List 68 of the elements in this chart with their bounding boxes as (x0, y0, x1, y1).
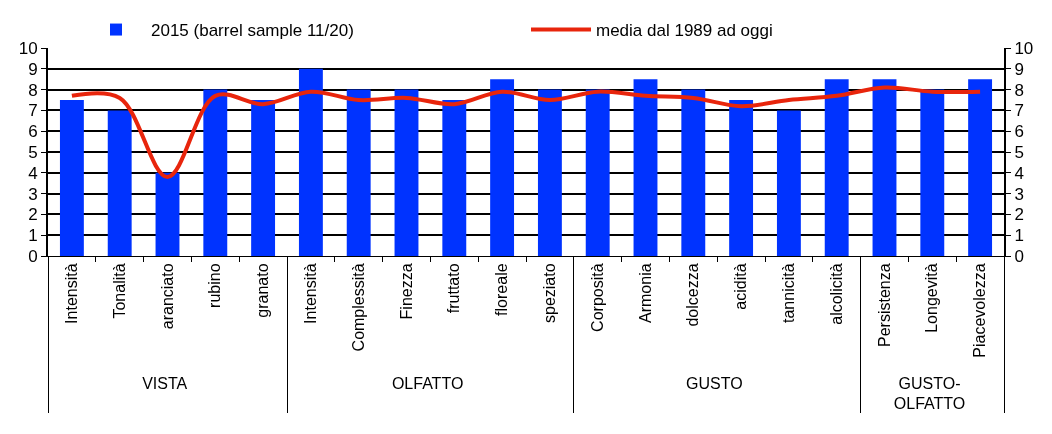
bar (346, 89, 371, 256)
y2-tick-label: 0 (1014, 246, 1024, 266)
bar (585, 89, 610, 256)
y2-tick-label: 2 (1014, 205, 1024, 225)
y-tick-label: 5 (28, 142, 38, 162)
legend-label: 2015 (barrel sample 11/20) (151, 21, 354, 41)
bar (298, 68, 323, 256)
y2-tick-label: 6 (1014, 122, 1024, 142)
y2-tick-label: 5 (1014, 142, 1024, 162)
y-tick-label: 2 (28, 205, 38, 225)
text: VISTA (142, 374, 188, 392)
x-tick-label: Intensità (63, 263, 81, 324)
line-series (69, 85, 983, 179)
bar (59, 100, 84, 256)
bar (442, 100, 467, 256)
bar (729, 100, 754, 256)
y-tick-label: 1 (28, 226, 38, 246)
bar (776, 110, 801, 256)
bar (681, 89, 706, 256)
text: OLFATTO (391, 374, 464, 392)
bar (824, 79, 849, 256)
text: GUSTO-OLFATTO (893, 374, 966, 413)
x-tick-label: Armonia (636, 263, 654, 323)
x-tick-label: Longevità (923, 263, 941, 333)
x-tick-label: Tonalità (110, 263, 128, 319)
bar (394, 89, 419, 256)
legend-label: media dal 1989 ad oggi (596, 21, 773, 41)
x-tick-label: Finezza (397, 263, 415, 320)
y-tick-label: 8 (28, 80, 38, 100)
x-tick-label: Persistenza (875, 263, 893, 347)
y-tick-label: 6 (28, 122, 38, 142)
y2-tick-label: 10 (1014, 38, 1034, 58)
y-tick-label: 0 (28, 246, 38, 266)
x-tick-label: floreale (493, 263, 511, 316)
y2-tick-label: 7 (1014, 101, 1024, 121)
x-tick-label: Intensità (302, 263, 320, 324)
x-tick-label: Corposità (588, 263, 606, 332)
x-tick-label: tannicità (780, 263, 798, 323)
y-tick-label: 10 (18, 38, 38, 58)
bar (537, 89, 562, 256)
x-tick-label: granato (254, 263, 272, 318)
y-tick-label: 9 (28, 59, 38, 79)
bar (490, 79, 515, 256)
x-tick-label: speziato (541, 263, 559, 323)
y2-tick-label: 3 (1014, 184, 1024, 204)
x-tick-label: acidità (732, 263, 750, 310)
bar (968, 79, 993, 256)
y-tick-label: 3 (28, 184, 38, 204)
x-tick-label: aranciato (158, 263, 176, 330)
bar (203, 89, 228, 256)
x-tick-label: Piacevolezza (971, 263, 989, 358)
bar (251, 100, 276, 256)
y-tick-label: 4 (28, 163, 38, 183)
bar (633, 79, 658, 256)
y2-tick-label: 8 (1014, 80, 1024, 100)
bar (155, 172, 180, 256)
x-tick-label: alcolicità (827, 263, 845, 325)
bar (107, 110, 132, 256)
x-tick-label: fruttato (445, 263, 463, 314)
bar (872, 79, 897, 256)
x-tick-label: dolcezza (684, 263, 702, 327)
x-tick-label: Complessità (349, 263, 367, 352)
x-tick-label: rubino (206, 263, 224, 308)
y2-tick-label: 4 (1014, 163, 1024, 183)
text: GUSTO (686, 374, 743, 392)
y2-tick-label: 9 (1014, 59, 1024, 79)
y2-tick-label: 1 (1014, 226, 1024, 246)
y-tick-label: 7 (28, 101, 38, 121)
